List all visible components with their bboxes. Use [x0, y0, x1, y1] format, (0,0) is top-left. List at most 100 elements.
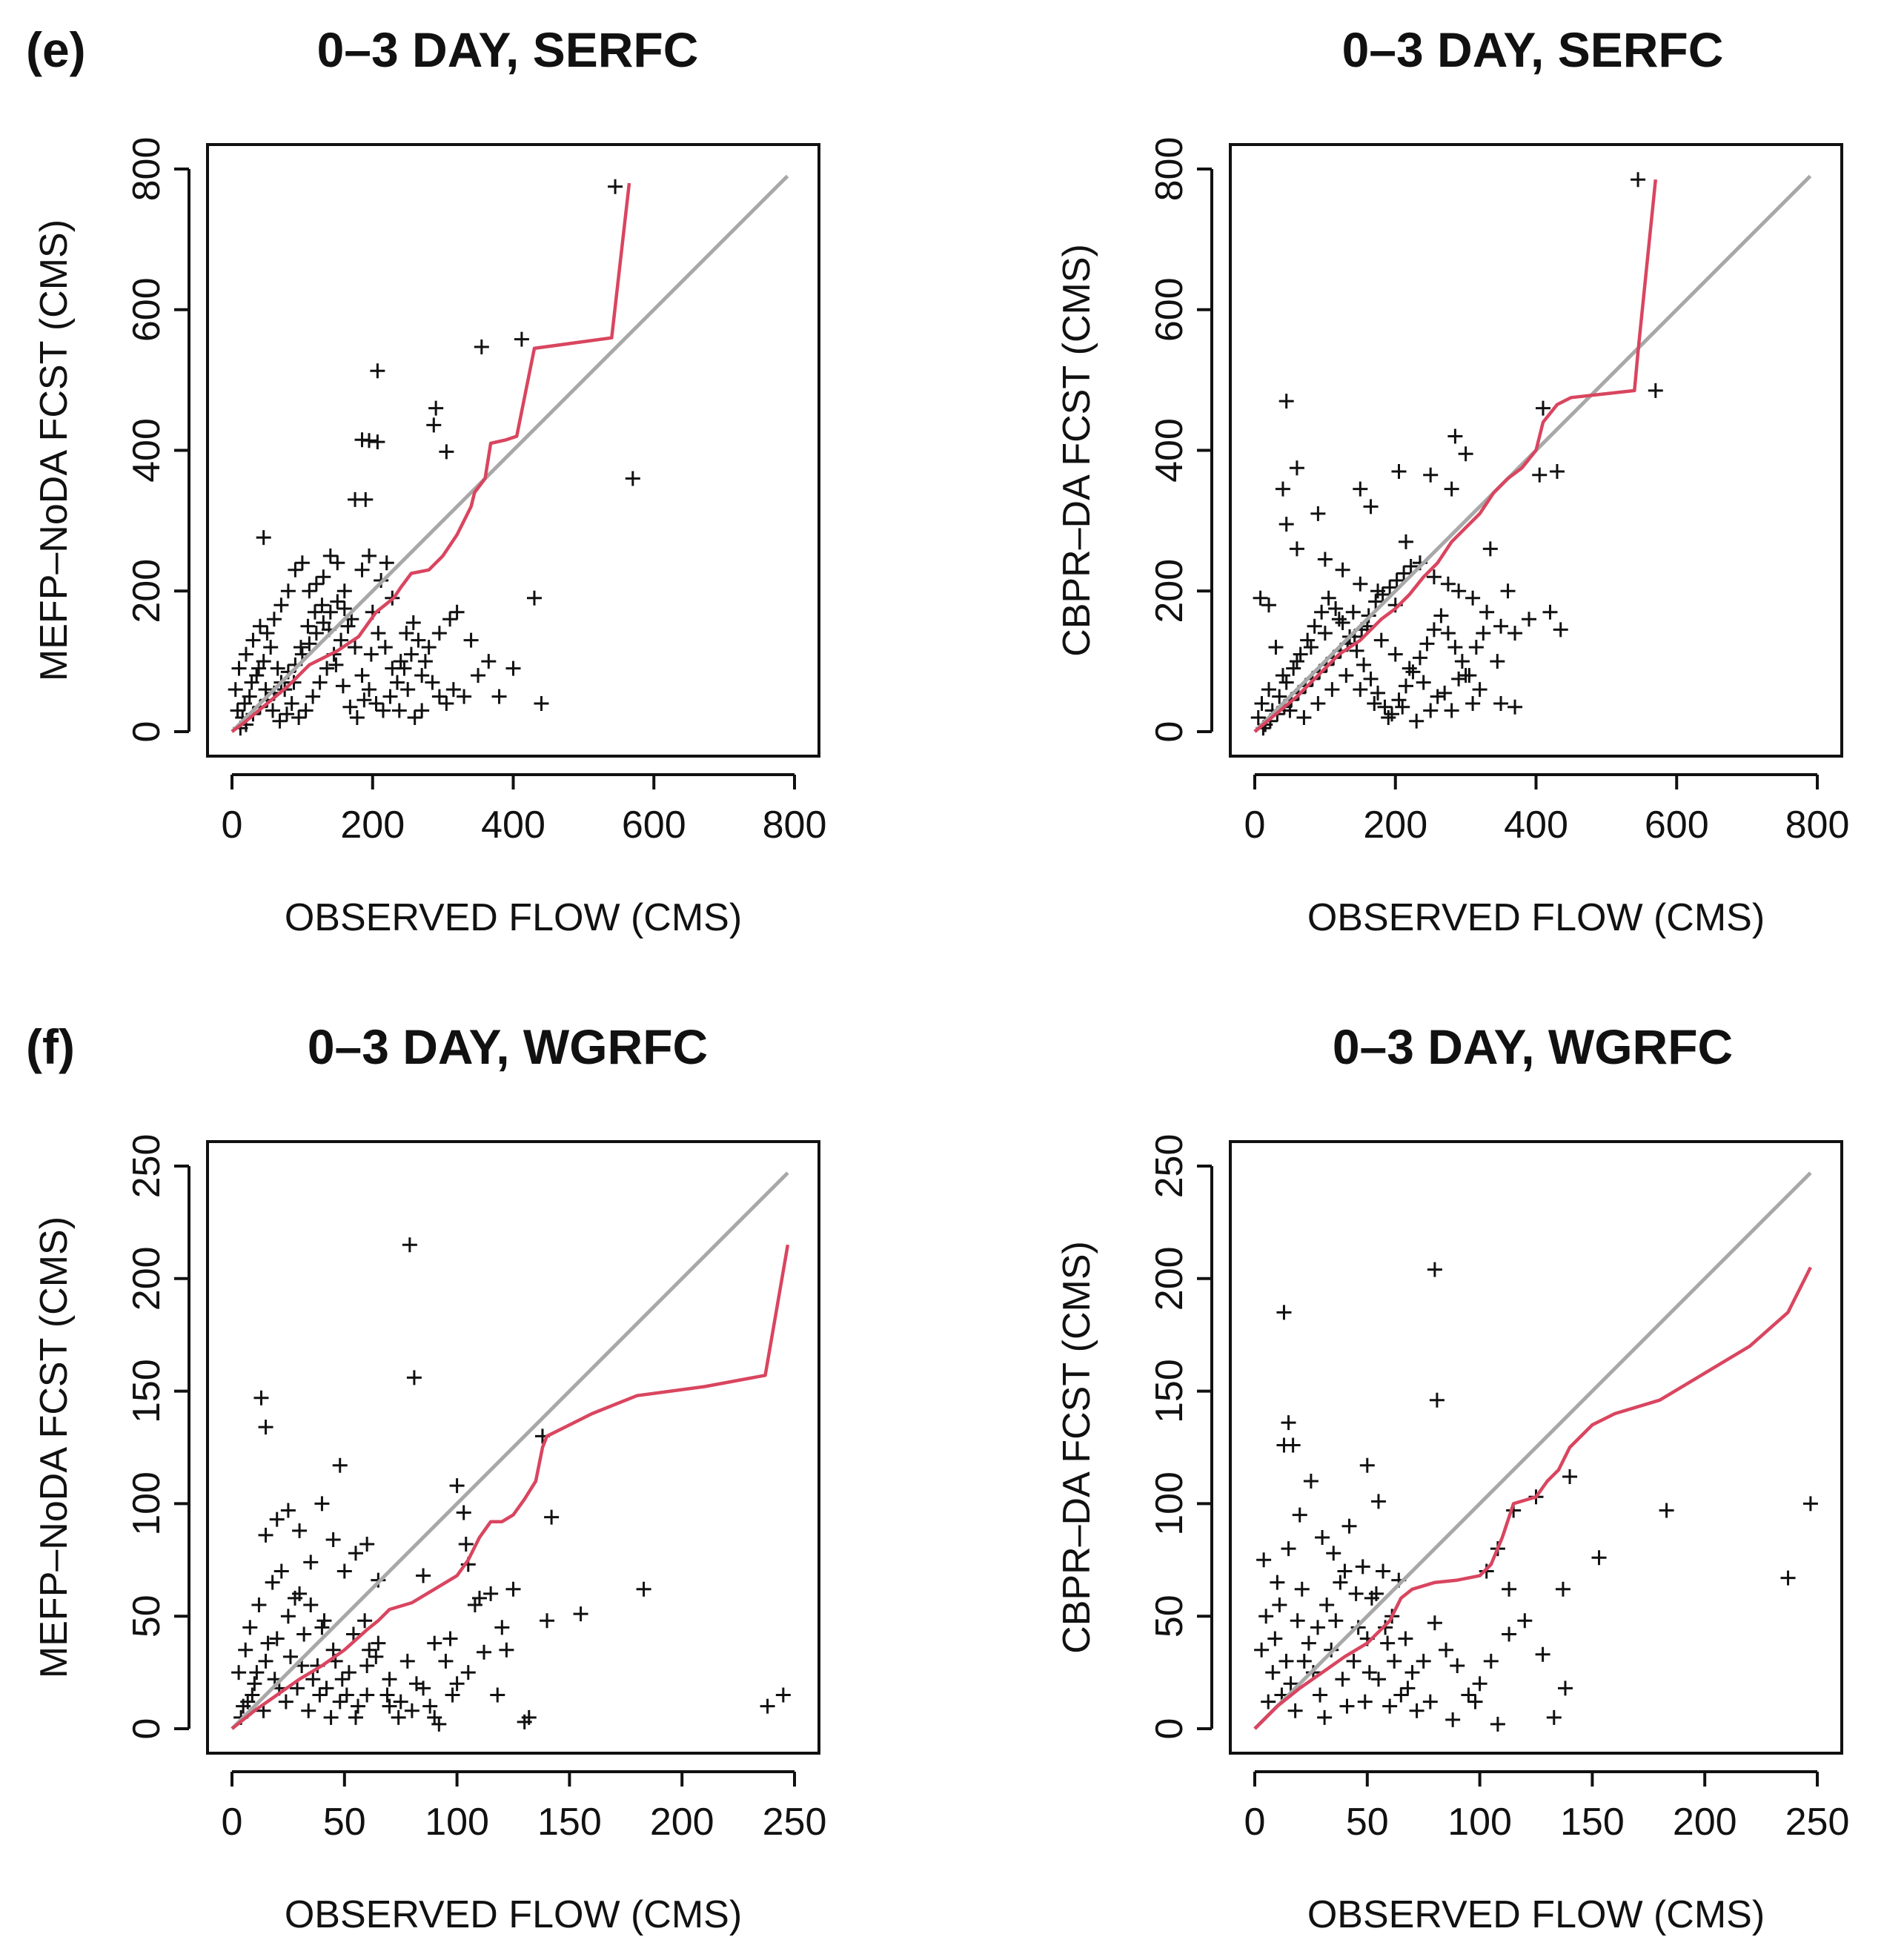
- data-point: [1535, 1646, 1550, 1662]
- data-point: [1391, 692, 1407, 708]
- data-point: [1319, 1598, 1335, 1613]
- x-tick-label: 800: [763, 804, 827, 847]
- x-tick-label: 50: [1346, 1801, 1389, 1844]
- data-point: [1555, 1581, 1570, 1597]
- data-point: [308, 576, 324, 592]
- data-point: [1467, 1694, 1483, 1709]
- data-point: [391, 1709, 406, 1725]
- data-point: [1802, 1496, 1818, 1512]
- data-point: [449, 604, 465, 620]
- data-point: [1412, 650, 1427, 666]
- data-point: [449, 1478, 465, 1494]
- data-point: [1270, 1575, 1285, 1590]
- plot-frame: [1229, 1140, 1843, 1755]
- data-point: [608, 179, 623, 194]
- data-point: [405, 615, 421, 630]
- data-point: [269, 1512, 285, 1527]
- data-point: [442, 612, 458, 627]
- quantile-line: [1253, 179, 1658, 733]
- data-point: [1409, 713, 1424, 729]
- data-point: [1373, 632, 1389, 648]
- data-point: [1546, 1709, 1562, 1725]
- data-point: [1430, 689, 1445, 704]
- y-axis-label: MEFP–NoDA FCST (CMS): [33, 1216, 76, 1678]
- data-point: [348, 640, 363, 655]
- data-point: [340, 618, 356, 634]
- data-point: [1357, 1694, 1373, 1709]
- data-point: [332, 1694, 348, 1709]
- data-point: [491, 689, 507, 704]
- data-point: [382, 689, 398, 704]
- data-point: [1437, 685, 1453, 701]
- data-point: [253, 1390, 269, 1406]
- data-point: [1346, 1653, 1361, 1669]
- data-point: [1422, 1694, 1438, 1709]
- y-tick-label: 200: [1148, 1246, 1191, 1311]
- data-point: [1381, 710, 1396, 726]
- data-point: [1310, 506, 1326, 521]
- chart-title: 0–3 DAY, WGRFC: [308, 1019, 708, 1074]
- data-point: [1535, 400, 1550, 416]
- x-tick-label: 400: [481, 804, 545, 847]
- data-point: [1275, 668, 1290, 683]
- data-point: [282, 1649, 298, 1664]
- data-point: [417, 654, 433, 669]
- y-tick-label: 50: [125, 1595, 168, 1638]
- data-point: [439, 696, 454, 712]
- data-point: [760, 1698, 775, 1714]
- data-point: [1285, 1437, 1301, 1453]
- data-point: [303, 1555, 319, 1570]
- data-point: [341, 1665, 356, 1681]
- data-point: [278, 1694, 293, 1709]
- data-point: [316, 569, 331, 585]
- data-point: [238, 646, 253, 662]
- data-point: [359, 1537, 375, 1552]
- data-point: [228, 682, 243, 698]
- data-point: [1465, 590, 1481, 606]
- data-point: [265, 703, 281, 718]
- data-point: [314, 1620, 330, 1635]
- panel-serfc-mefp-noda: (e) 0–3 DAY, SERFC 0 200 400 600 800 OBSERVED F…: [26, 22, 826, 939]
- data-point: [1356, 657, 1372, 672]
- data-point: [1404, 1665, 1420, 1681]
- data-point: [1483, 1653, 1499, 1669]
- data-point: [1387, 1653, 1402, 1669]
- x-tick-label: 600: [1645, 804, 1709, 847]
- data-point: [1368, 1586, 1384, 1601]
- data-point: [1416, 675, 1431, 690]
- x-tick-label: 800: [1785, 804, 1850, 847]
- data-point: [1294, 1581, 1310, 1597]
- data-point: [332, 1457, 348, 1473]
- data-point: [1355, 1559, 1370, 1575]
- data-point: [474, 340, 489, 355]
- y-axis-label: CBPR–DA FCST (CMS): [1055, 1241, 1098, 1654]
- data-point: [314, 597, 330, 613]
- data-point: [1458, 446, 1473, 462]
- data-point: [270, 660, 285, 676]
- data-point: [1315, 1529, 1330, 1545]
- data-point: [393, 1694, 408, 1709]
- data-point: [1278, 675, 1294, 690]
- data-point: [1300, 632, 1316, 648]
- data-point: [1333, 1575, 1348, 1590]
- data-point: [1272, 1598, 1287, 1613]
- data-point: [1490, 654, 1505, 669]
- one-to-one-line: [230, 174, 789, 733]
- data-point: [1465, 696, 1481, 712]
- y-axis-label: CBPR–DA FCST (CMS): [1055, 244, 1098, 657]
- data-point: [1317, 552, 1333, 567]
- data-point: [292, 1523, 308, 1538]
- data-point: [1250, 710, 1266, 726]
- data-point: [266, 612, 282, 627]
- x-axis-label: OBSERVED FLOW (CMS): [285, 896, 742, 939]
- x-tick-label: 250: [763, 1801, 827, 1844]
- data-point: [291, 710, 307, 726]
- y-axis-label: MEFP–NoDA FCST (CMS): [33, 219, 76, 681]
- data-point: [471, 668, 486, 683]
- data-point: [1296, 710, 1312, 726]
- data-point: [335, 678, 351, 694]
- data-point: [1339, 668, 1354, 683]
- data-point: [534, 696, 549, 712]
- data-point: [1348, 1586, 1364, 1601]
